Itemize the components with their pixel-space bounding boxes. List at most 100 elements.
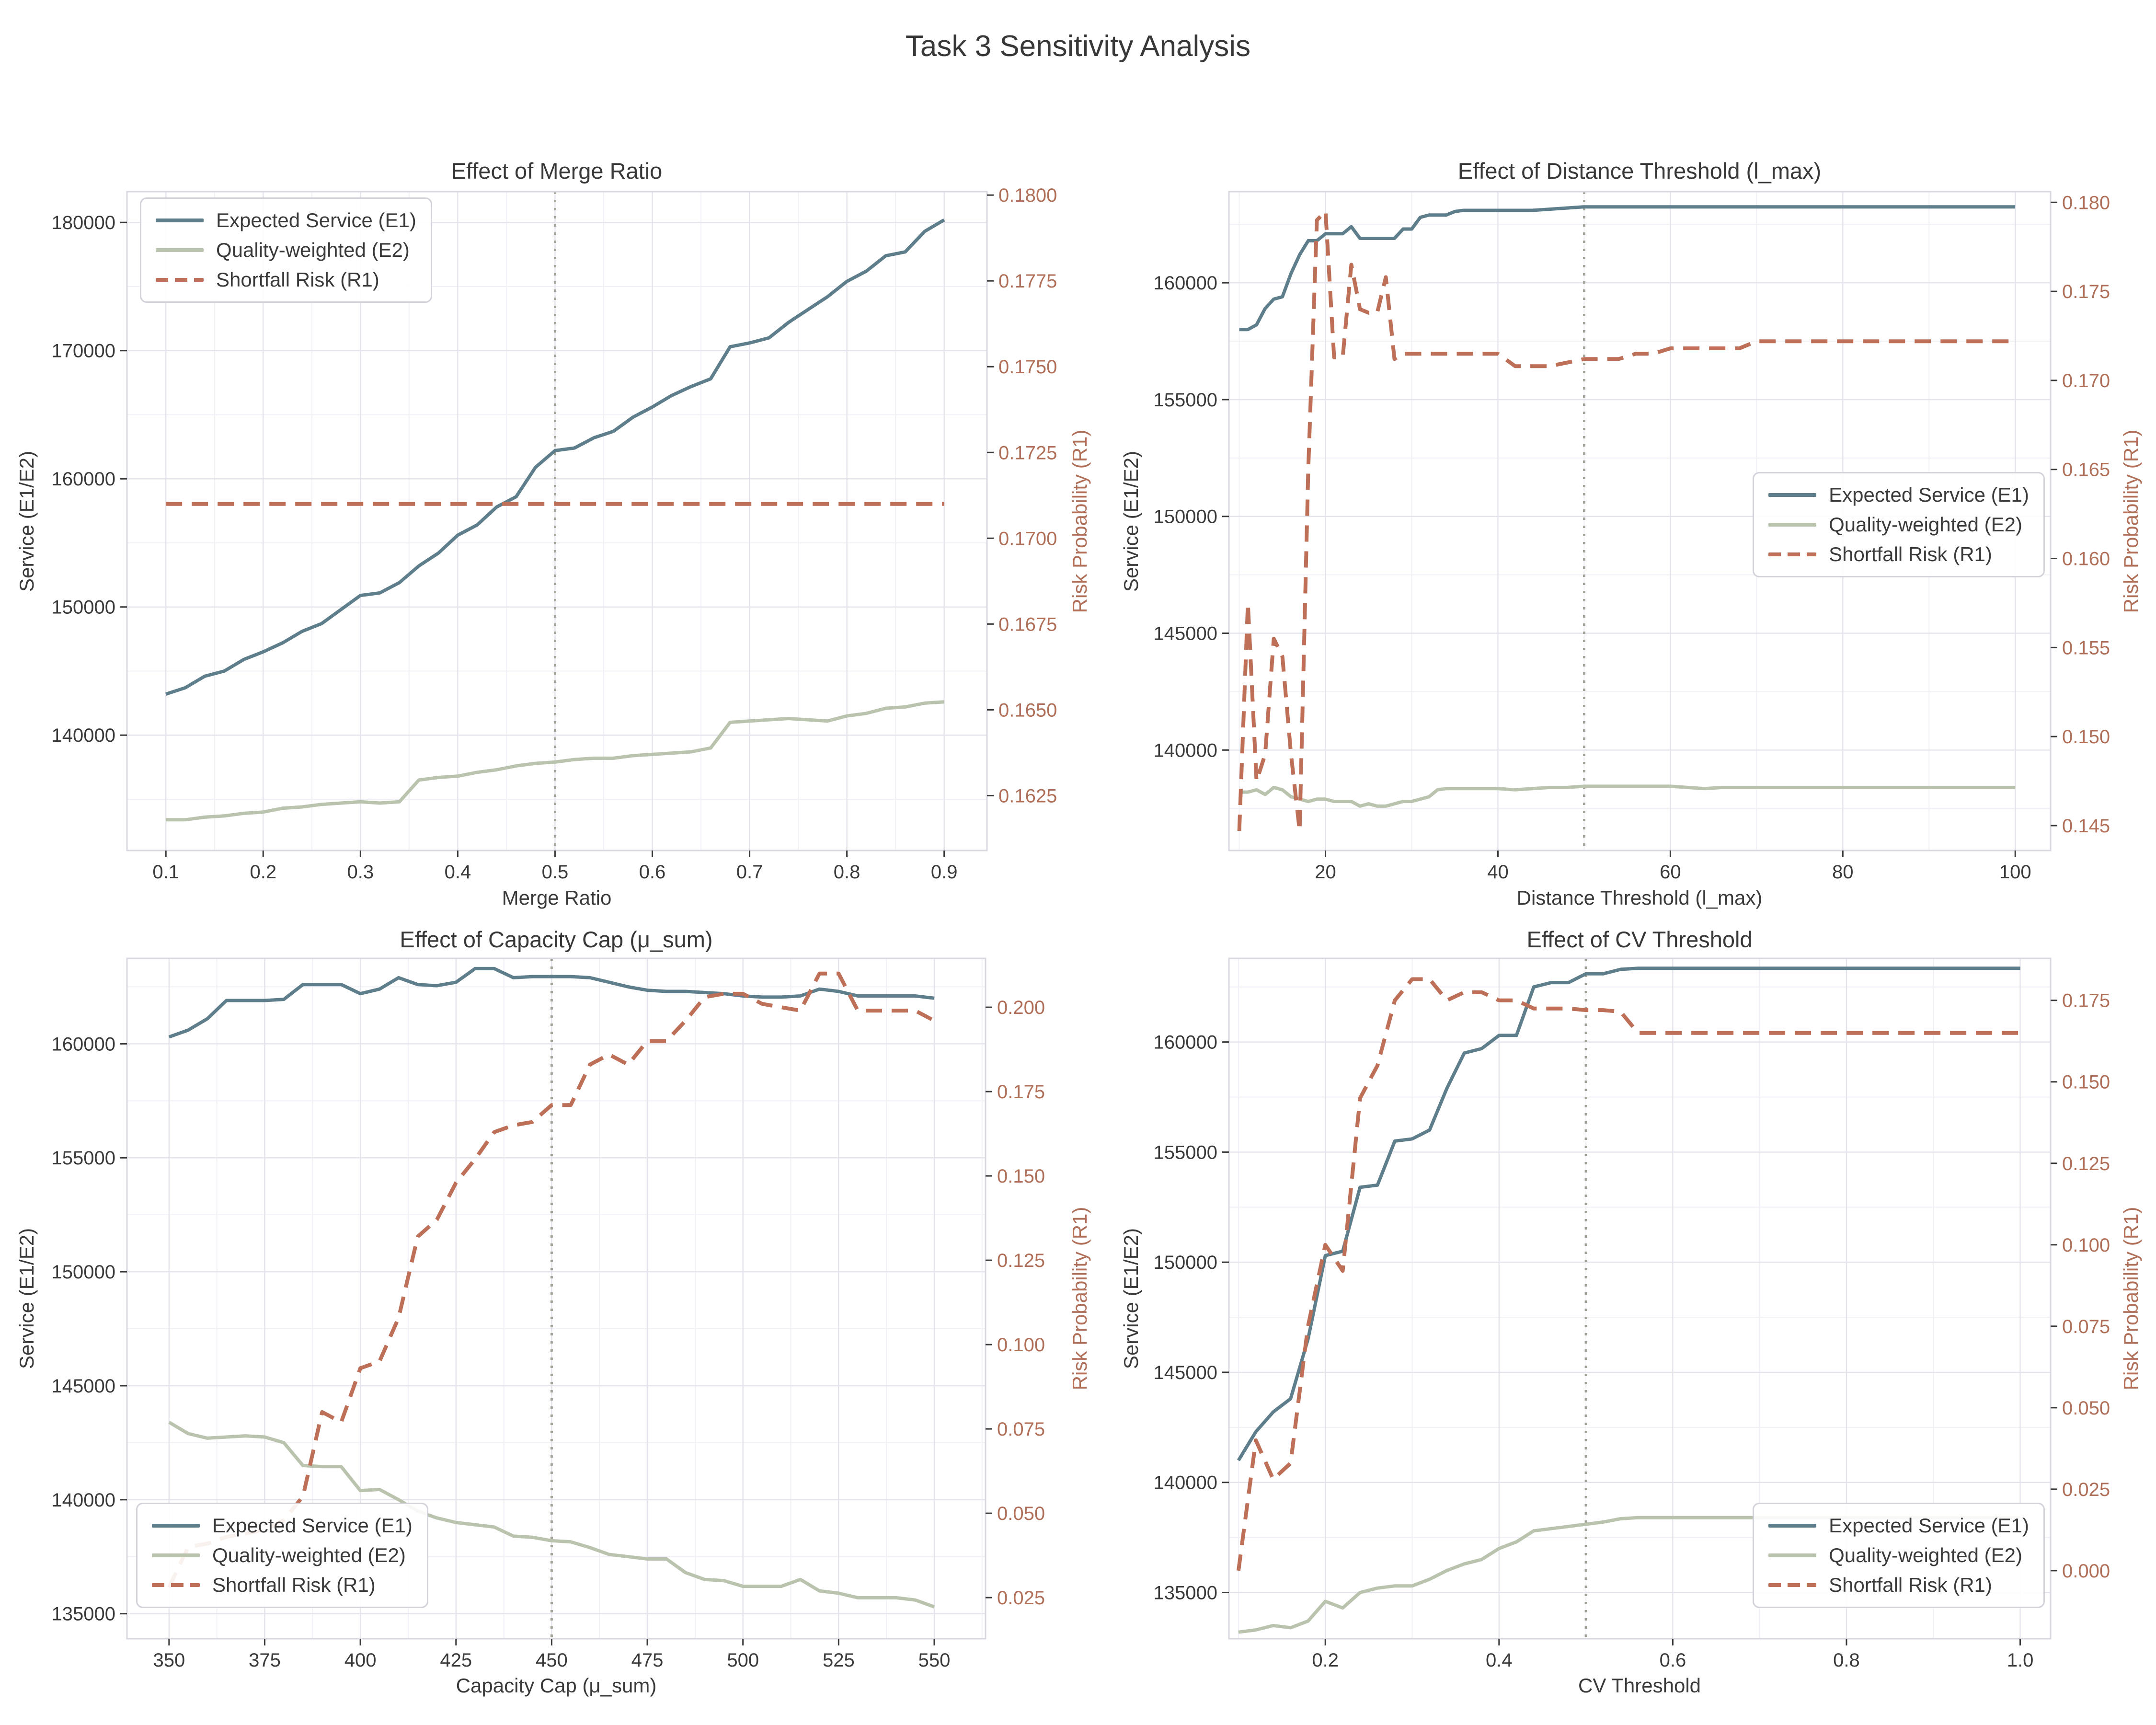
e2-line-swatch bbox=[1768, 523, 1817, 527]
y-left-tick-label: 145000 bbox=[1154, 1362, 1217, 1383]
x-tick-label: 0.8 bbox=[1833, 1650, 1860, 1671]
series-line-e1 bbox=[1239, 205, 2016, 332]
y-axis-right-ticks: 0.025 0.050 0.075 0.100 0.125 0.150 0.175 0.200 bbox=[986, 997, 1045, 1609]
y-right-tick-label: 0.155 bbox=[2062, 637, 2110, 658]
legend-item-e2: Quality-weighted (E2) bbox=[156, 235, 416, 265]
y-right-tick-label: 0.075 bbox=[997, 1419, 1045, 1440]
legend-item-r1: Shortfall Risk (R1) bbox=[1768, 540, 2029, 569]
legend-item-r1: Shortfall Risk (R1) bbox=[152, 1570, 413, 1600]
y-axis-left-ticks: 140000 145000 150000 155000 160000 bbox=[1154, 273, 1229, 761]
axes-spines bbox=[126, 191, 988, 851]
y-right-tick-label: 0.125 bbox=[2062, 1153, 2110, 1174]
y-left-tick-label: 180000 bbox=[52, 212, 115, 233]
y-left-tick-label: 155000 bbox=[1154, 1142, 1217, 1163]
x-tick-label: 500 bbox=[727, 1650, 759, 1671]
legend-label-e1: Expected Service (E1) bbox=[1829, 1514, 2029, 1537]
y-right-tick-label: 0.125 bbox=[997, 1250, 1045, 1271]
ylabel-left-panel2: Service (E1/E2) bbox=[15, 1228, 38, 1369]
y-right-tick-label: 0.165 bbox=[2062, 460, 2110, 481]
series-line-e1 bbox=[1237, 966, 2020, 1461]
plot-areas: 0.1 0.2 0.3 0.4 0.5 0.6 0.7 0.8 0.91400001500001… bbox=[52, 185, 2110, 1671]
x-axis-ticks: 350 375 400 425 450 475 500 525 550 bbox=[153, 1639, 950, 1671]
legend-distance-threshold: Expected Service (E1) Quality-weighted (… bbox=[1753, 472, 2045, 577]
grid-major bbox=[1229, 958, 2051, 1639]
y-left-tick-label: 140000 bbox=[52, 725, 115, 746]
y-axis-right-ticks: 0.145 0.150 0.155 0.160 0.165 0.170 0.175 0.180 bbox=[2051, 192, 2110, 837]
legend-label-r1: Shortfall Risk (R1) bbox=[216, 268, 379, 291]
series-line-e1 bbox=[168, 966, 935, 1039]
x-tick-label: 0.3 bbox=[347, 862, 374, 883]
y-right-tick-label: 0.1650 bbox=[998, 700, 1057, 721]
x-tick-label: 525 bbox=[823, 1650, 855, 1671]
y-left-tick-label: 150000 bbox=[1154, 506, 1217, 528]
y-left-tick-label: 160000 bbox=[52, 469, 115, 490]
ylabel-right-panel0: Risk Probability (R1) bbox=[1068, 430, 1091, 613]
y-right-tick-label: 0.175 bbox=[2062, 990, 2110, 1012]
legend-item-e2: Quality-weighted (E2) bbox=[1768, 1541, 2029, 1570]
y-left-tick-label: 160000 bbox=[1154, 1032, 1217, 1053]
y-right-tick-label: 0.150 bbox=[2062, 726, 2110, 748]
ylabel-right-panel1: Risk Probability (R1) bbox=[2120, 430, 2142, 613]
x-tick-label: 475 bbox=[631, 1650, 664, 1671]
legend-label-r1: Shortfall Risk (R1) bbox=[1829, 543, 1992, 565]
xlabel-capacity-cap: Capacity Cap (μ_sum) bbox=[456, 1674, 657, 1697]
grid-minor bbox=[1229, 958, 2051, 1639]
y-right-tick-label: 0.025 bbox=[997, 1587, 1045, 1609]
y-right-tick-label: 0.175 bbox=[2062, 281, 2110, 302]
y-right-tick-label: 0.000 bbox=[2062, 1561, 2110, 1582]
y-right-tick-label: 0.1675 bbox=[998, 614, 1057, 635]
x-tick-label: 0.6 bbox=[1660, 1650, 1686, 1671]
panel-2: 350 375 400 425 450 475 500 525 5501350001400001… bbox=[52, 957, 1045, 1671]
x-tick-label: 0.1 bbox=[152, 862, 179, 883]
y-left-tick-label: 135000 bbox=[52, 1604, 115, 1625]
panel-0: 0.1 0.2 0.3 0.4 0.5 0.6 0.7 0.8 0.91400001500001… bbox=[52, 185, 1057, 883]
x-tick-label: 0.2 bbox=[250, 862, 276, 883]
x-tick-label: 375 bbox=[249, 1650, 281, 1671]
legend-item-e1: Expected Service (E1) bbox=[156, 206, 416, 235]
legend-item-e2: Quality-weighted (E2) bbox=[152, 1541, 413, 1570]
e1-line-swatch bbox=[152, 1524, 200, 1528]
e1-line-swatch bbox=[1768, 1524, 1817, 1528]
x-tick-label: 425 bbox=[440, 1650, 472, 1671]
r1-dashed-line-swatch bbox=[156, 278, 204, 282]
grid-minor bbox=[1229, 192, 2051, 851]
ylabel-left-panel1: Service (E1/E2) bbox=[1120, 451, 1142, 592]
y-right-tick-label: 0.1775 bbox=[998, 271, 1057, 292]
figure-title: Task 3 Sensitivity Analysis bbox=[906, 30, 1250, 63]
grid-minor bbox=[127, 958, 986, 1639]
y-right-tick-label: 0.075 bbox=[2062, 1316, 2110, 1337]
series-line-r1 bbox=[1236, 977, 2020, 1571]
x-axis-ticks: 0.2 0.4 0.6 0.8 1.0 bbox=[1312, 1639, 2033, 1671]
axes-spines bbox=[1228, 191, 2052, 851]
series-line-r1 bbox=[1237, 209, 2016, 833]
x-tick-label: 350 bbox=[153, 1650, 185, 1671]
panel-1: 20 40 60 80 100 140000 145000 150000 155000 16000… bbox=[1154, 191, 2110, 883]
legend-label-r1: Shortfall Risk (R1) bbox=[212, 1574, 376, 1596]
y-left-tick-label: 145000 bbox=[52, 1376, 115, 1397]
x-tick-label: 0.5 bbox=[542, 862, 569, 883]
series-line-e1 bbox=[165, 218, 945, 696]
y-right-tick-label: 0.200 bbox=[997, 997, 1045, 1018]
y-right-tick-label: 0.175 bbox=[997, 1081, 1045, 1103]
e1-line-swatch bbox=[1768, 493, 1817, 497]
x-tick-label: 0.7 bbox=[736, 862, 763, 883]
y-right-tick-label: 0.150 bbox=[997, 1166, 1045, 1187]
legend-capacity-cap: Expected Service (E1) Quality-weighted (… bbox=[136, 1503, 428, 1608]
y-axis-right-ticks: 0.000 0.025 0.050 0.075 0.100 0.125 0.150 0.175 bbox=[2051, 990, 2110, 1582]
legend-label-e2: Quality-weighted (E2) bbox=[1829, 1544, 2022, 1566]
x-tick-label: 0.8 bbox=[834, 862, 860, 883]
y-right-tick-label: 0.1725 bbox=[998, 442, 1057, 463]
y-left-tick-label: 150000 bbox=[52, 597, 115, 618]
x-tick-label: 0.6 bbox=[639, 862, 666, 883]
y-right-tick-label: 0.1750 bbox=[998, 356, 1057, 378]
legend-item-r1: Shortfall Risk (R1) bbox=[156, 265, 416, 295]
ylabel-left-panel0: Service (E1/E2) bbox=[15, 451, 38, 592]
panel-distance-threshold-title: Effect of Distance Threshold (l_max) bbox=[1458, 158, 1821, 184]
y-axis-left-ticks: 140000 150000 160000 170000 180000 bbox=[52, 212, 127, 746]
y-left-tick-label: 160000 bbox=[1154, 273, 1217, 294]
y-right-tick-label: 0.100 bbox=[2062, 1235, 2110, 1256]
y-right-tick-label: 0.100 bbox=[997, 1334, 1045, 1356]
y-right-tick-label: 0.170 bbox=[2062, 370, 2110, 391]
axes-spines bbox=[1228, 957, 2052, 1640]
